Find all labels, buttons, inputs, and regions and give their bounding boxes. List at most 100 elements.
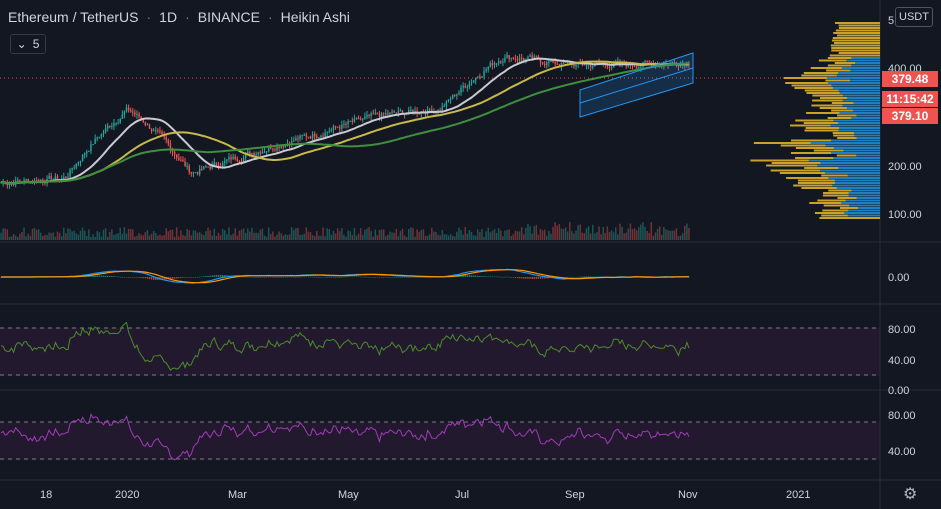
- macd-histogram-bar: [115, 276, 117, 278]
- chart-title: Ethereum / TetherUS · 1D · BINANCE · Heikin As…: [8, 9, 350, 25]
- macd-histogram-bar: [380, 277, 383, 278]
- candle-body: [364, 116, 366, 119]
- candle-body: [215, 162, 218, 165]
- macd-histogram-bar: [251, 276, 253, 278]
- candle-body: [73, 167, 75, 169]
- volume-bar: [631, 229, 634, 240]
- volume-profile-va: [833, 157, 880, 159]
- macd-histogram-bar: [585, 276, 588, 278]
- candle-body: [562, 62, 565, 64]
- volume-bar: [75, 233, 78, 240]
- volume-bar: [504, 230, 506, 240]
- volume-bar: [441, 229, 443, 240]
- volume-bar: [389, 231, 391, 240]
- volume-profile-va: [855, 62, 880, 64]
- candle-body: [67, 176, 69, 178]
- macd-histogram-bar: [497, 276, 500, 278]
- candle-body: [161, 131, 163, 135]
- candle-body: [111, 126, 113, 128]
- candle-body: [514, 59, 517, 61]
- volume-profile-va: [838, 129, 880, 132]
- candle-body: [136, 113, 138, 115]
- macd-histogram-bar: [255, 277, 257, 278]
- rsi-line: [0, 413, 690, 461]
- macd-histogram-bar: [351, 276, 354, 278]
- candle-body: [543, 63, 546, 66]
- candle-body: [353, 118, 356, 122]
- volume-bar: [677, 236, 680, 240]
- candle-body: [500, 61, 502, 63]
- macd-histogram-bar: [94, 275, 96, 277]
- candle-body: [19, 180, 21, 182]
- macd-histogram-bar: [405, 277, 408, 278]
- volume-bar: [675, 228, 678, 240]
- volume-bar: [420, 229, 423, 240]
- volume-bar: [654, 232, 657, 240]
- volume-profile-va: [839, 112, 880, 114]
- macd-histogram-bar: [516, 277, 519, 279]
- volume-profile-va: [846, 107, 880, 109]
- volume-bar: [190, 235, 193, 240]
- volume-bar: [566, 231, 569, 240]
- candle-body: [270, 147, 272, 149]
- indicators-toggle-button[interactable]: ⌄ 5: [10, 34, 46, 54]
- volume-bar: [573, 233, 575, 240]
- volume-bar: [638, 227, 640, 240]
- macd-histogram-bar: [290, 276, 293, 278]
- volume-profile-va: [826, 77, 880, 79]
- macd-histogram-bar: [144, 277, 147, 279]
- macd-histogram-bar: [129, 277, 132, 278]
- volume-bar: [353, 227, 356, 240]
- volume-bar: [355, 235, 358, 240]
- volume-bar: [426, 235, 429, 240]
- volume-bar: [552, 226, 554, 240]
- gear-icon[interactable]: ⚙: [903, 486, 918, 503]
- candle-body: [533, 56, 535, 59]
- symbol-name[interactable]: Ethereum / TetherUS: [8, 9, 139, 25]
- volume-bar: [178, 236, 180, 240]
- volume-profile: [750, 22, 880, 219]
- rsi2-band: [0, 422, 880, 460]
- candle-body: [357, 117, 360, 120]
- macd-histogram-bar: [242, 276, 245, 278]
- candle-body: [566, 61, 569, 63]
- macd-histogram-bar: [123, 276, 126, 278]
- currency-button[interactable]: USDT: [895, 7, 933, 27]
- open-price-label: 379.10: [882, 108, 938, 124]
- volume-bar: [77, 234, 80, 240]
- volume-bar: [368, 227, 370, 240]
- volume-profile-va: [848, 192, 880, 194]
- candle-body: [368, 114, 370, 116]
- macd-histogram-bar: [389, 277, 391, 278]
- volume-bar: [73, 230, 75, 240]
- volume-bar: [167, 231, 170, 240]
- volume-bar: [65, 233, 67, 240]
- volume-bar: [464, 227, 466, 240]
- volume-bar: [539, 228, 542, 240]
- volume-bar: [548, 230, 550, 240]
- volume-bar: [460, 229, 462, 240]
- volume-profile-va: [846, 59, 880, 62]
- interval-label[interactable]: 1D: [159, 9, 178, 25]
- candle-body: [397, 110, 400, 114]
- macd-histogram-bar: [349, 276, 351, 278]
- volume-bar: [688, 227, 690, 240]
- volume-bar: [372, 236, 374, 240]
- volume-bar: [236, 235, 239, 240]
- volume-bar: [623, 233, 625, 240]
- volume-bar: [537, 234, 540, 240]
- volume-bar: [468, 230, 471, 240]
- volume-bar: [301, 234, 303, 240]
- volume-bar: [585, 228, 588, 240]
- macd-histogram-bar: [376, 277, 379, 278]
- volume-bar: [399, 231, 402, 240]
- candle-body: [267, 147, 270, 152]
- candle-body: [355, 117, 358, 119]
- macd-histogram-bar: [339, 277, 341, 278]
- volume-bar: [318, 235, 320, 240]
- candle-body: [63, 177, 65, 179]
- volume-bar: [234, 228, 236, 240]
- candle-body: [259, 152, 262, 154]
- candle-body: [190, 172, 193, 174]
